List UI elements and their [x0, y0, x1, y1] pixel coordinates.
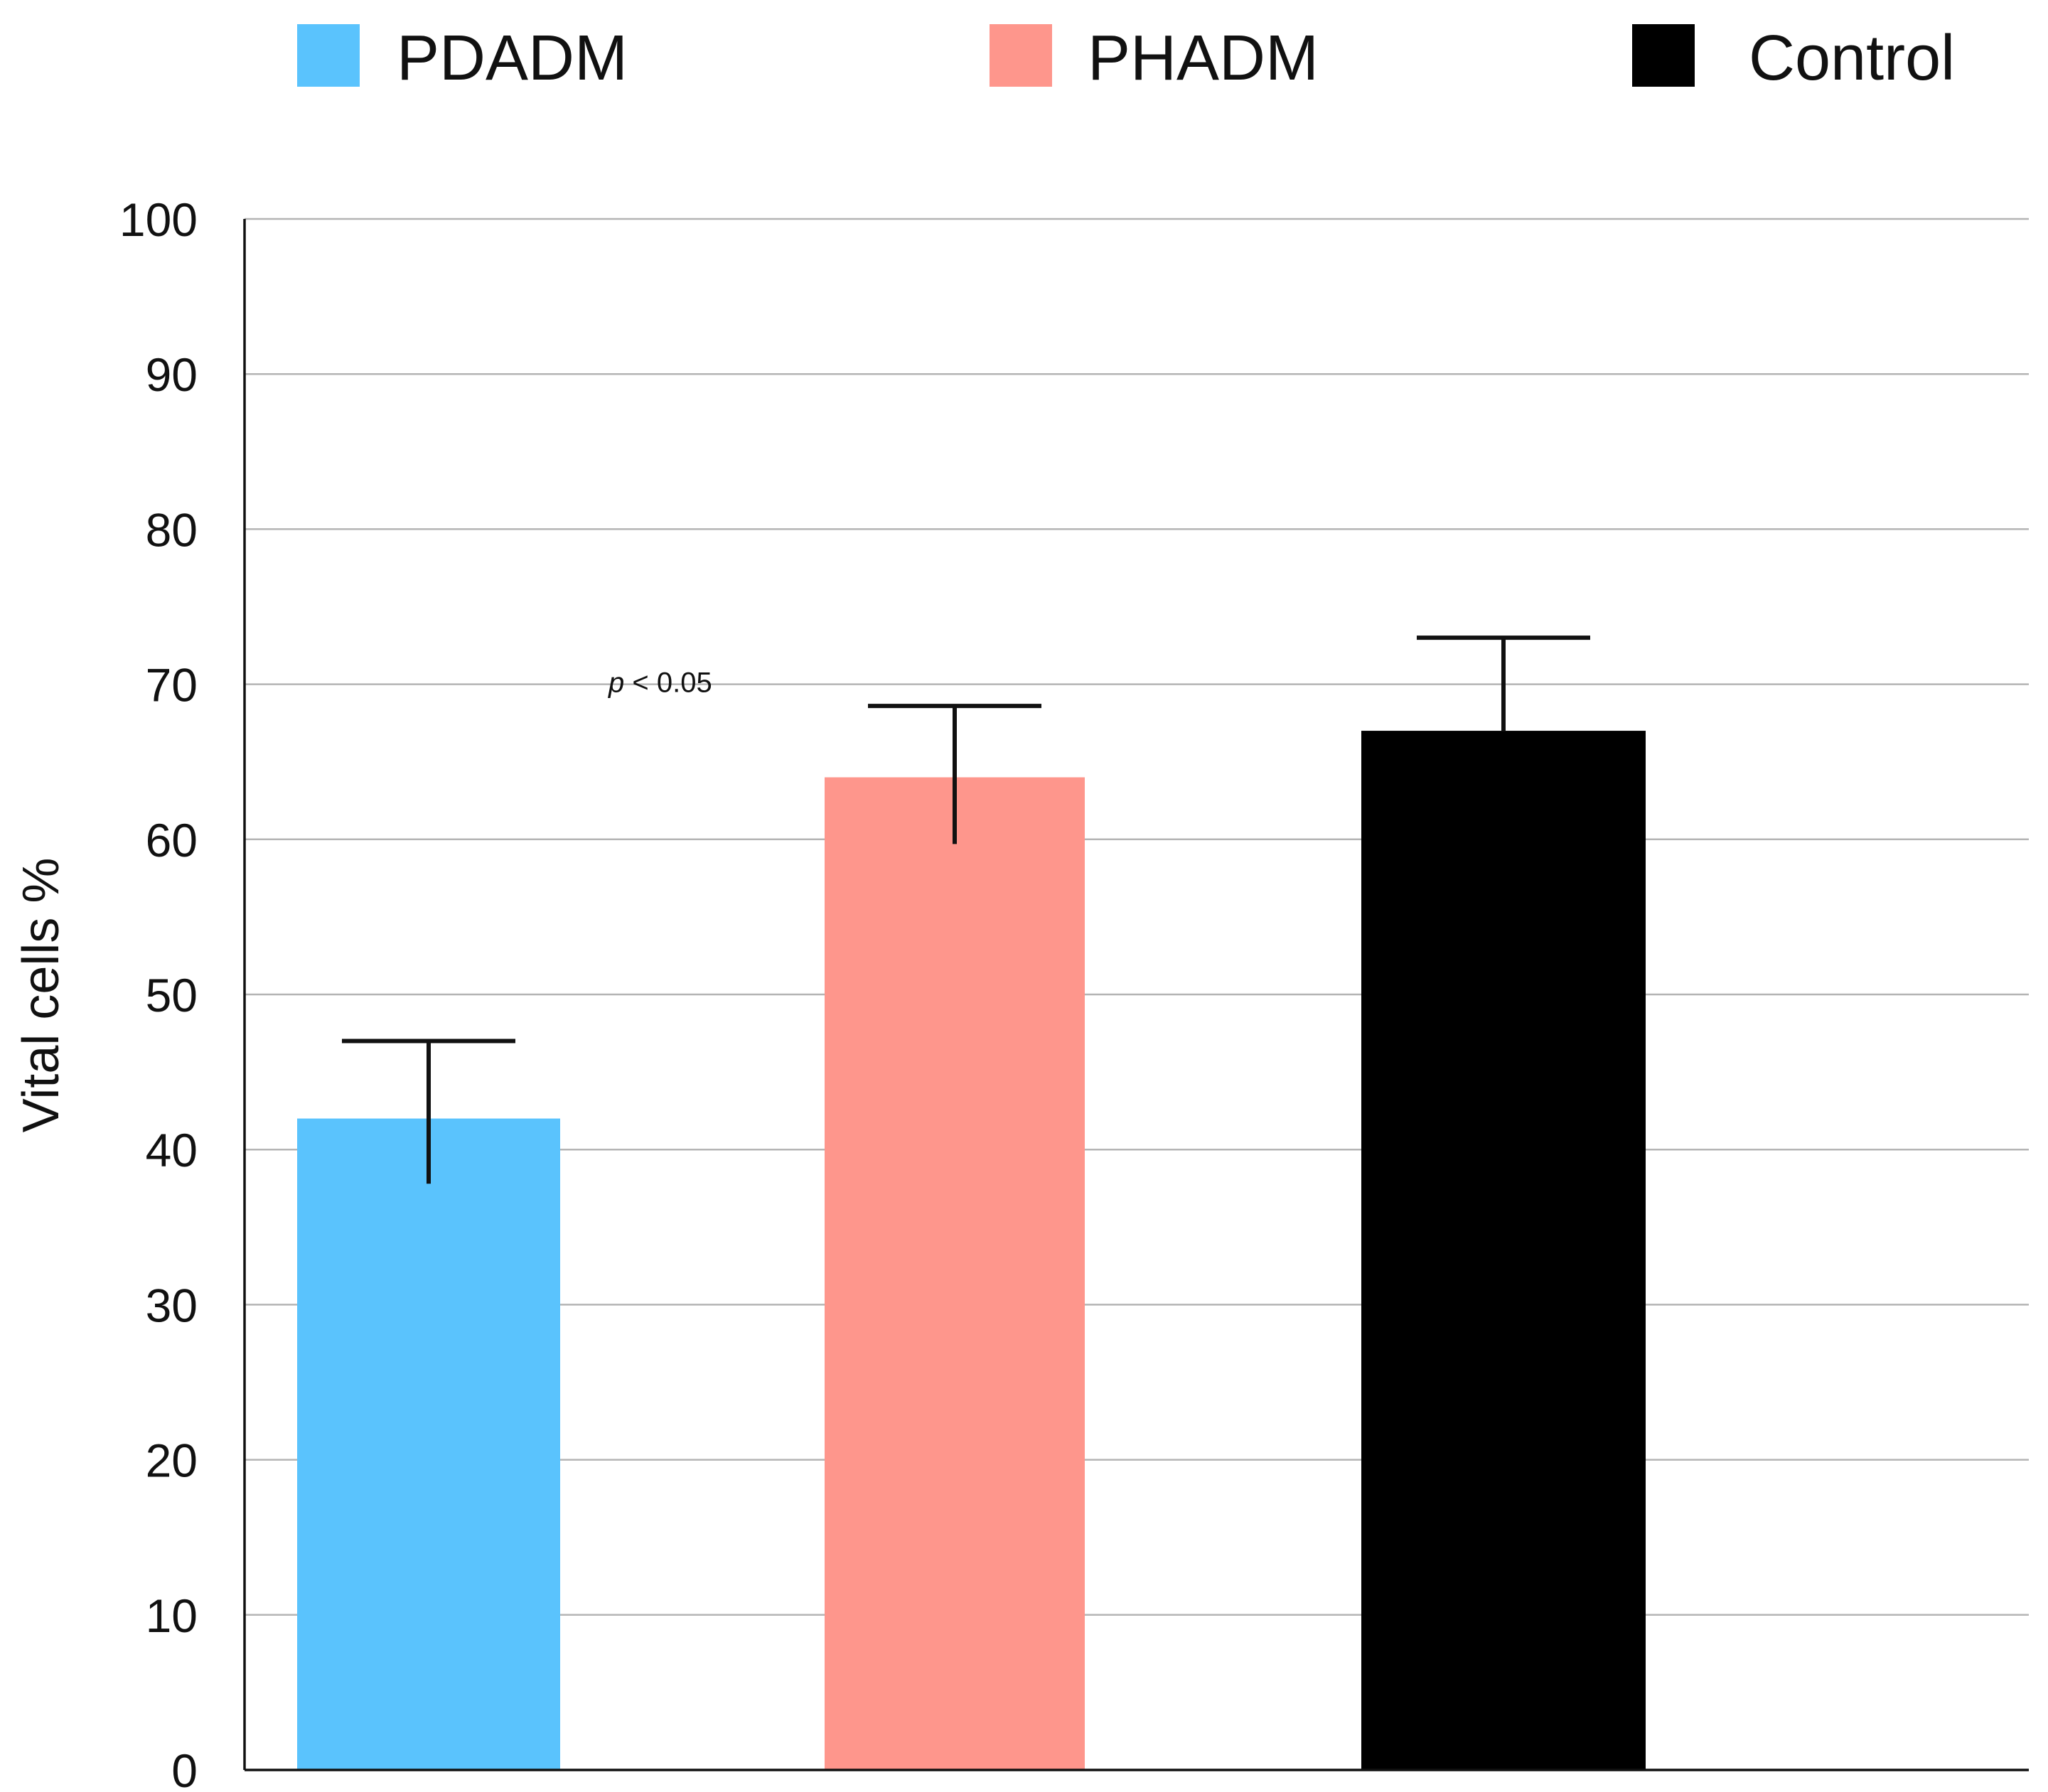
y-tick-label: 80: [146, 503, 198, 556]
significance-annotation: p < 0.05: [608, 667, 712, 699]
legend-item-pdadm: PDADM: [297, 23, 628, 94]
annotation-italic: p: [608, 667, 624, 699]
error-bar-control: [1417, 635, 1590, 731]
legend-label: PHADM: [1088, 23, 1319, 94]
y-tick-label: 70: [146, 659, 198, 712]
annotation-text: < 0.05: [624, 667, 712, 699]
legend: PDADM PHADM Control: [297, 23, 1955, 94]
y-tick-label: 20: [146, 1434, 198, 1487]
y-tick-label: 40: [146, 1124, 198, 1176]
error-bar-phadm: [868, 704, 1041, 844]
y-tick-label: 10: [146, 1589, 198, 1642]
y-tick-labels: 0 10 20 30 40 50 60 70 80 90 100: [119, 193, 198, 1792]
legend-swatch: [297, 24, 360, 87]
bar-control: [1361, 731, 1646, 1770]
error-bars: [342, 635, 1590, 1184]
bar-pdadm: [297, 1118, 560, 1770]
error-bar-pdadm: [342, 1039, 515, 1184]
legend-swatch: [990, 24, 1052, 87]
legend-item-phadm: PHADM: [990, 23, 1319, 94]
y-axis-title: Vital cells %: [13, 858, 70, 1133]
legend-item-control: Control: [1632, 23, 1955, 94]
axes: [243, 219, 2029, 1771]
y-tick-label: 90: [146, 348, 198, 401]
y-tick-label: 30: [146, 1279, 198, 1331]
legend-label: PDADM: [397, 23, 628, 94]
y-tick-label: 60: [146, 814, 198, 867]
y-tick-label: 100: [119, 193, 198, 246]
legend-label: Control: [1749, 23, 1955, 94]
y-tick-label: 0: [171, 1744, 198, 1792]
legend-swatch: [1632, 24, 1695, 87]
bars: [297, 731, 1646, 1770]
y-tick-label: 50: [146, 969, 198, 1021]
bar-phadm: [825, 777, 1085, 1770]
